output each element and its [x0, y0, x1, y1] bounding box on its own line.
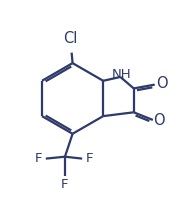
Text: F: F	[86, 152, 93, 165]
Text: O: O	[156, 76, 168, 91]
Text: O: O	[153, 113, 165, 128]
Text: F: F	[35, 152, 42, 165]
Text: Cl: Cl	[63, 31, 78, 46]
Text: NH: NH	[112, 68, 131, 81]
Text: F: F	[61, 178, 69, 191]
